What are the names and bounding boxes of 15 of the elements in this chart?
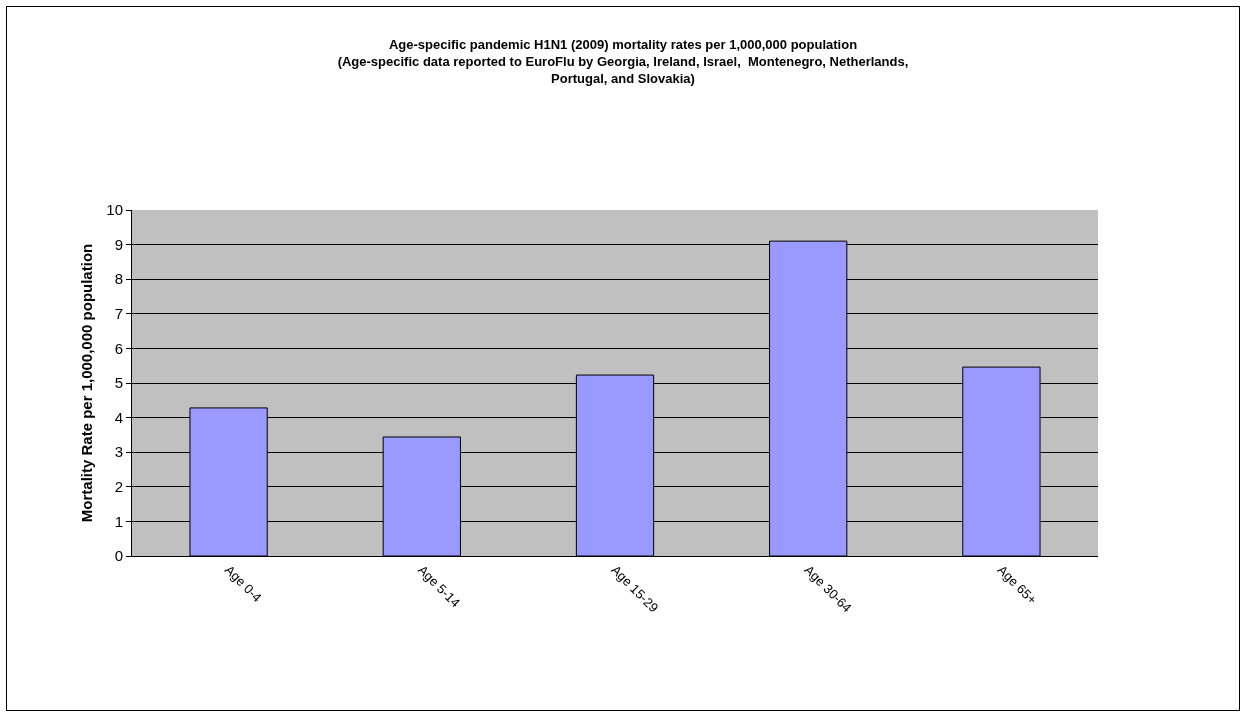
- y-tick-label: 3: [114, 443, 123, 461]
- x-tick-label: Age 65+: [994, 562, 1040, 608]
- y-tick-label: 4: [114, 408, 123, 426]
- y-axis-title: Mortality Rate per 1,000,000 population: [77, 243, 95, 523]
- y-tick-label: 7: [114, 305, 123, 323]
- y-tick-label: 8: [114, 270, 123, 288]
- y-tick-label: 1: [114, 512, 123, 530]
- x-tick-label: Age 0-4: [221, 562, 265, 606]
- y-tick-label: 5: [114, 374, 123, 392]
- y-tick-label: 6: [114, 339, 123, 357]
- chart-title: Age-specific pandemic H1N1 (2009) mortality rates per 1,000,000 population (Age-specific data reported to EuroFlu by Georgia, Ireland, Israel, Montenegro, Netherlands, Portugal, and Slovakia): [337, 37, 909, 86]
- y-tick-label: 9: [114, 235, 123, 253]
- y-tick-label: 10: [106, 201, 123, 219]
- y-tick-label: 2: [114, 478, 123, 496]
- y-tick-label: 0: [114, 547, 123, 565]
